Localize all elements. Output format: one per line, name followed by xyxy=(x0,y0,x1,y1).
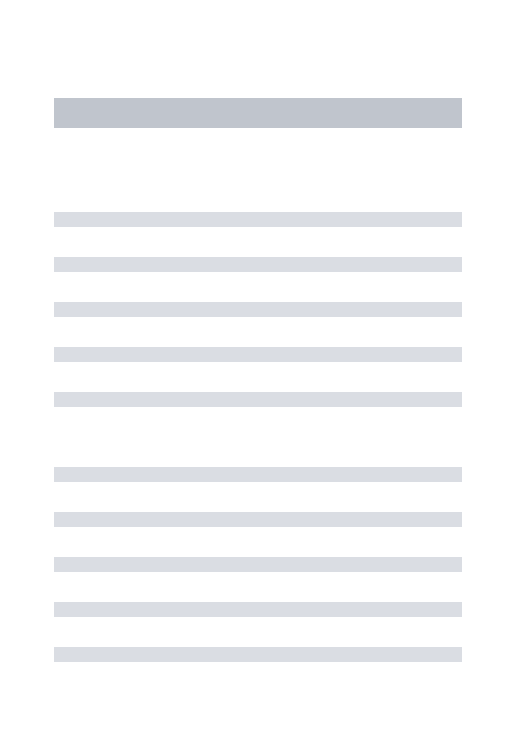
text-line-placeholder xyxy=(54,302,462,317)
paragraph-gap xyxy=(54,437,462,467)
text-line-placeholder xyxy=(54,602,462,617)
title-placeholder xyxy=(54,98,462,128)
text-line-placeholder xyxy=(54,257,462,272)
body-lines xyxy=(54,212,462,662)
text-line-placeholder xyxy=(54,392,462,407)
text-line-placeholder xyxy=(54,647,462,662)
text-line-placeholder xyxy=(54,557,462,572)
text-line-placeholder xyxy=(54,212,462,227)
text-line-placeholder xyxy=(54,467,462,482)
text-line-placeholder xyxy=(54,347,462,362)
text-line-placeholder xyxy=(54,512,462,527)
document-skeleton xyxy=(0,0,516,746)
